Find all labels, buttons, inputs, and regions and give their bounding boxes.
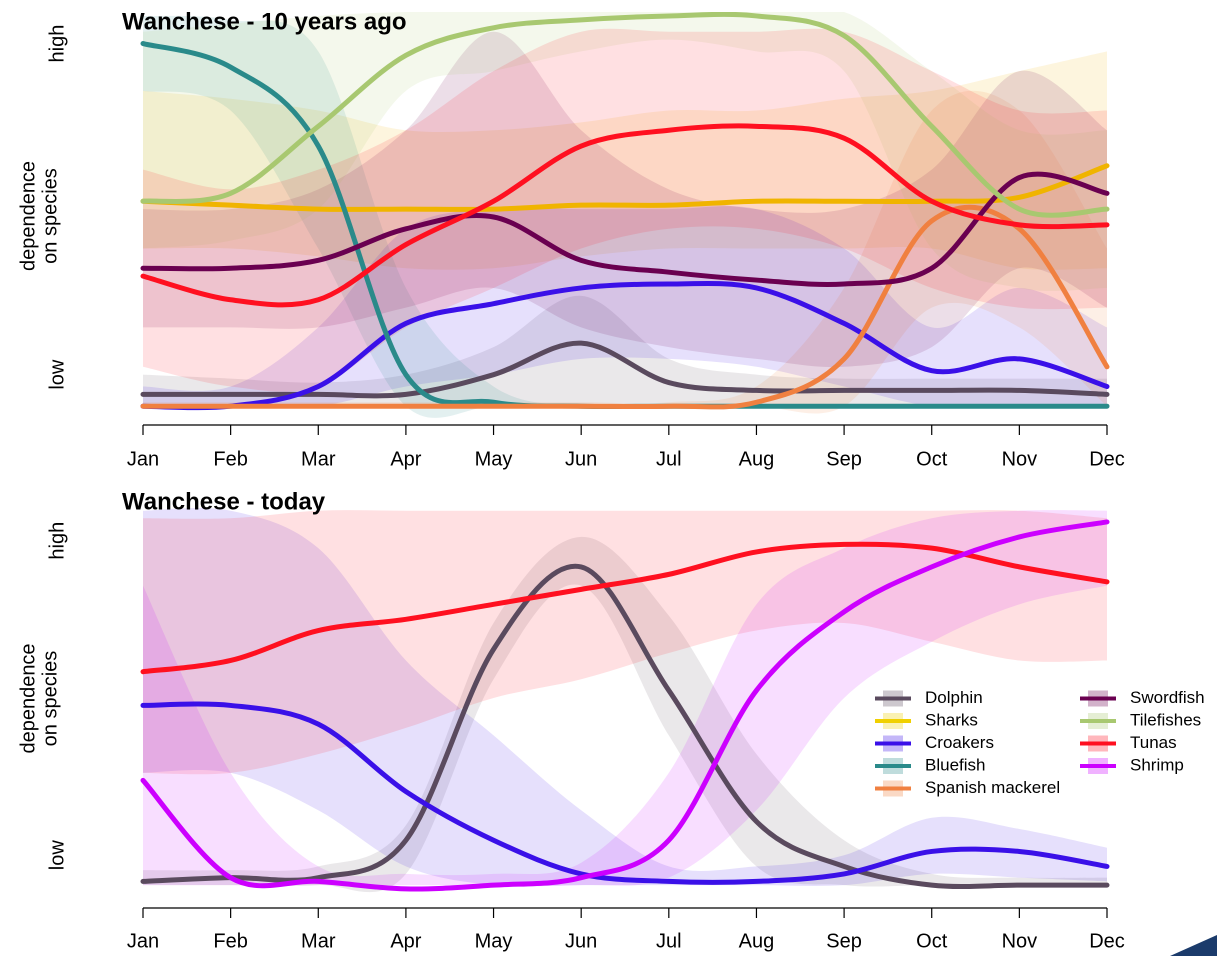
x-tick-label: Mar bbox=[301, 448, 336, 470]
legend-label: Shrimp bbox=[1130, 755, 1184, 774]
legend-label: Croakers bbox=[925, 733, 994, 752]
series-line bbox=[140, 563, 1110, 890]
x-tick-label: Apr bbox=[390, 448, 421, 470]
series-line bbox=[140, 171, 1110, 288]
y-axis-label: dependence bbox=[17, 643, 39, 753]
x-tick-label: Oct bbox=[916, 448, 948, 470]
x-tick-label: Jun bbox=[565, 930, 597, 952]
y-tick-label: high bbox=[46, 522, 68, 560]
x-tick-label: Jun bbox=[565, 448, 597, 470]
x-tick-label: Mar bbox=[301, 930, 336, 952]
confidence-band bbox=[143, 507, 1107, 887]
legend-label: Tilefishes bbox=[1130, 710, 1201, 729]
x-tick-label: Jan bbox=[127, 448, 159, 470]
series-line bbox=[140, 12, 1110, 218]
x-tick-label: Aug bbox=[739, 930, 775, 952]
x-tick-label: Sep bbox=[826, 930, 862, 952]
confidence-band bbox=[143, 510, 1107, 886]
confidence-band bbox=[143, 90, 1107, 414]
series-line bbox=[140, 541, 1110, 675]
confidence-band bbox=[143, 12, 1107, 291]
confidence-band bbox=[143, 51, 1107, 270]
y-axis-label: dependence bbox=[17, 161, 39, 271]
legend-label: Spanish mackerel bbox=[925, 778, 1060, 797]
x-tick-label: Feb bbox=[213, 448, 247, 470]
series-line bbox=[140, 340, 1110, 399]
x-tick-label: Sep bbox=[826, 448, 862, 470]
series-line bbox=[140, 123, 1110, 308]
legend-label: Sharks bbox=[925, 710, 978, 729]
x-tick-label: Apr bbox=[390, 930, 421, 952]
x-tick-label: Oct bbox=[916, 930, 948, 952]
corner-decoration bbox=[1170, 935, 1217, 956]
confidence-band bbox=[143, 536, 1107, 893]
y-tick-label: low bbox=[46, 359, 68, 390]
legend-label: Tunas bbox=[1130, 733, 1177, 752]
y-tick-label: high bbox=[46, 25, 68, 63]
plot-area bbox=[140, 507, 1110, 893]
chart-title: Wanchese - 10 years ago bbox=[122, 8, 407, 35]
series-line bbox=[140, 701, 1110, 885]
x-tick-label: Dec bbox=[1089, 448, 1125, 470]
series-line bbox=[140, 204, 1110, 410]
x-tick-label: Feb bbox=[213, 930, 247, 952]
x-tick-label: Jul bbox=[656, 448, 682, 470]
x-tick-label: Nov bbox=[1002, 930, 1038, 952]
legend-label: Swordfish bbox=[1130, 688, 1205, 707]
legend-label: Dolphin bbox=[925, 688, 983, 707]
x-tick-label: May bbox=[475, 930, 513, 952]
confidence-band bbox=[143, 28, 1107, 392]
confidence-band bbox=[143, 15, 1107, 418]
x-tick-label: Jul bbox=[656, 930, 682, 952]
x-tick-label: Jan bbox=[127, 930, 159, 952]
series-line bbox=[140, 519, 1110, 892]
y-tick-label: low bbox=[46, 840, 68, 871]
series-line bbox=[140, 163, 1110, 212]
x-tick-label: May bbox=[475, 448, 513, 470]
x-tick-label: Dec bbox=[1089, 930, 1125, 952]
y-axis-label: on species bbox=[39, 651, 61, 747]
x-tick-label: Aug bbox=[739, 448, 775, 470]
x-tick-label: Nov bbox=[1002, 448, 1038, 470]
y-axis-label: on species bbox=[39, 168, 61, 264]
series-line bbox=[140, 280, 1110, 411]
confidence-band bbox=[143, 510, 1107, 775]
legend-label: Bluefish bbox=[925, 755, 985, 774]
confidence-band bbox=[143, 295, 1107, 407]
plot-area bbox=[140, 12, 1110, 418]
chart-title: Wanchese - today bbox=[122, 488, 326, 515]
